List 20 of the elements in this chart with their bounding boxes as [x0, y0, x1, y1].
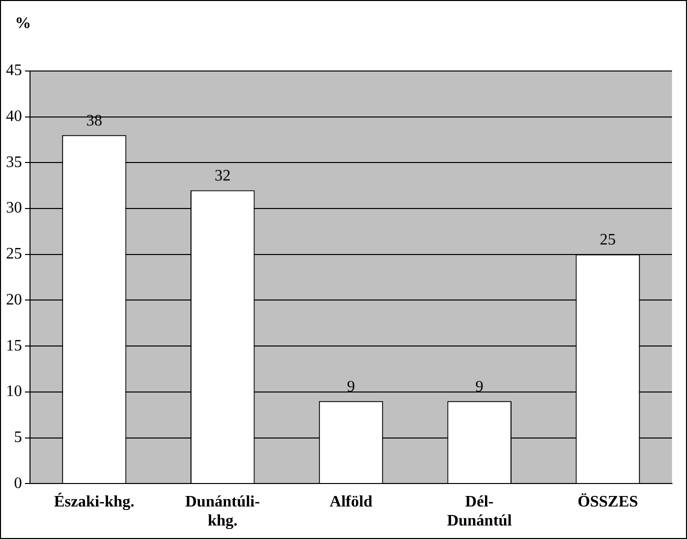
y-tick-label: 5 — [14, 428, 22, 446]
x-tick-label: ÖSSZES — [578, 492, 638, 510]
y-tick-label: 15 — [6, 337, 22, 354]
y-tick-label: 10 — [6, 383, 22, 400]
y-tick-label: 45 — [6, 62, 22, 80]
x-tick-label: Alföld — [330, 493, 372, 510]
data-label: 9 — [347, 378, 355, 396]
y-tick-label: 30 — [6, 200, 22, 217]
data-label: 9 — [475, 378, 484, 396]
data-label: 32 — [214, 167, 231, 184]
y-tick-label: 0 — [14, 474, 22, 492]
x-tick-label: Dunántúli-khg. — [185, 493, 260, 530]
y-tick-label: 35 — [6, 154, 22, 171]
y-tick-label: 25 — [6, 246, 22, 263]
x-tick-label: Északi-khg. — [54, 492, 134, 510]
data-label: 25 — [600, 232, 616, 249]
y-tick-label: 40 — [6, 108, 22, 126]
x-tick-label: Dél-Dunántúl — [446, 493, 512, 530]
y-tick-label: 20 — [6, 291, 22, 308]
y-axis-title: % — [15, 15, 31, 33]
